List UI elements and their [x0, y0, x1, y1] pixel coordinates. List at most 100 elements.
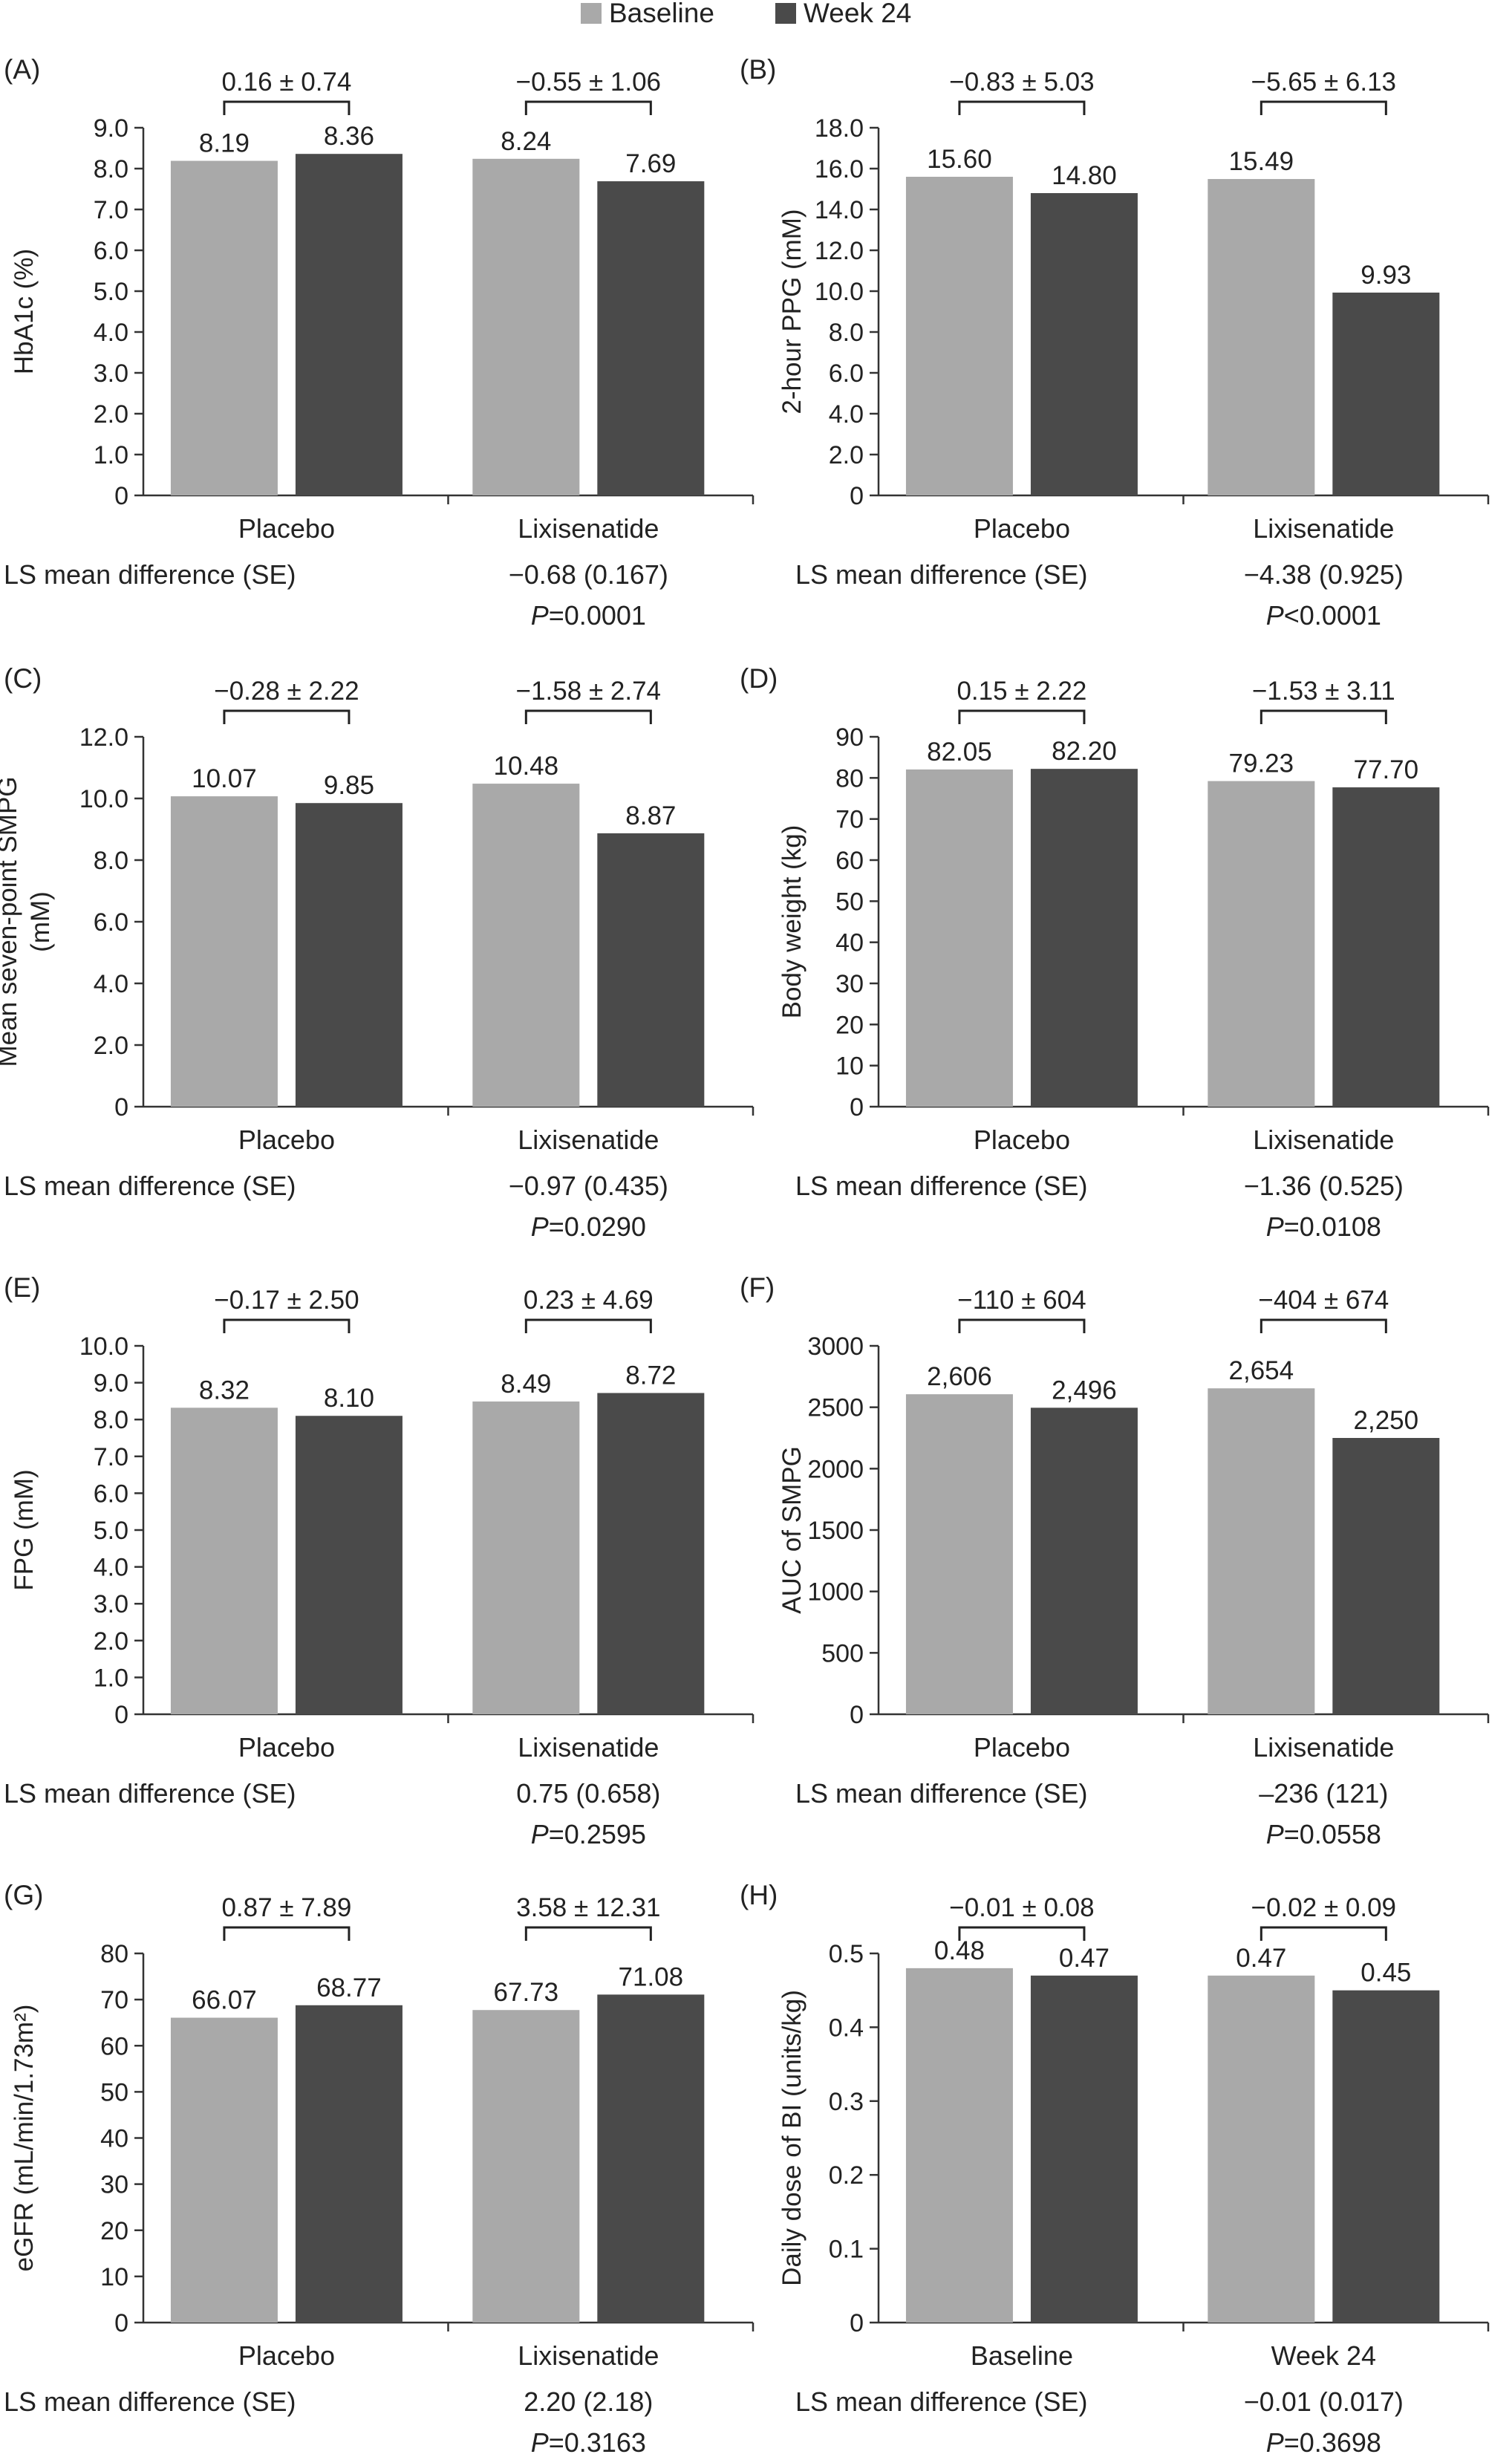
panel-b-y-tick-label: 8.0	[829, 319, 864, 347]
panel-h-bar-week24	[1332, 1990, 1440, 2323]
panel-e-y-label: FPG (mM)	[10, 1469, 39, 1590]
panel-f-y-tick-label: 0	[850, 1701, 864, 1729]
panel-a-y-tick-label: 7.0	[94, 196, 128, 224]
panel-d-change-bracket	[958, 709, 1086, 724]
panel-e-bar-value-label: 8.72	[625, 1361, 676, 1390]
panel-c-y-tick-label: 6.0	[94, 908, 128, 937]
panel-a-y-tick-label: 8.0	[94, 155, 128, 183]
panel-d-y-label: Body weight (kg)	[778, 825, 806, 1019]
panel-d-y-tick-label: 0	[850, 1093, 864, 1122]
panel-g-change-label: 3.58 ± 12.31	[516, 1893, 660, 1922]
panel-a-letter: (A)	[4, 54, 40, 85]
legend-swatch-week24	[775, 3, 796, 24]
panel-a-bar-value-label: 8.24	[501, 127, 551, 156]
panel-f-letter: (F)	[740, 1272, 775, 1303]
panel-b-bar-value-label: 9.93	[1361, 261, 1411, 290]
panel-f-ls-mean-value: –236 (121)	[1259, 1778, 1388, 1809]
panel-d-y-tick-label: 80	[835, 764, 864, 793]
panel-b-change-label: −0.83 ± 5.03	[949, 68, 1094, 97]
panel-f-category-label: Placebo	[974, 1732, 1070, 1763]
panel-b-y-tick-label: 16.0	[815, 155, 864, 183]
panel-g-y-label: eGFR (mL/min/1.73m²)	[10, 2005, 39, 2272]
panel-b-y-tick-label: 6.0	[829, 359, 864, 388]
panel-d-y-tick-label: 20	[835, 1011, 864, 1039]
panel-d-change-bracket	[1260, 709, 1387, 724]
panel-h-y-tick-label: 0.3	[829, 2088, 864, 2116]
panel-g-change-bracket	[223, 1926, 351, 1941]
panel-h-category-label: Week 24	[1271, 2340, 1376, 2371]
panel-b-bar-week24	[1030, 193, 1138, 495]
panel-d-letter: (D)	[740, 663, 778, 694]
panel-d-ls-mean-label: LS mean difference (SE)	[795, 1171, 1088, 1201]
panel-g-y-tick-label: 60	[100, 2032, 128, 2060]
panel-e-y-tick-label: 6.0	[94, 1480, 128, 1508]
panel-h-letter: (H)	[740, 1880, 778, 1910]
panel-e-y-tick-label: 10.0	[79, 1332, 128, 1361]
panel-e-bar-week24	[295, 1416, 403, 1714]
panel-c-bar-value-label: 10.48	[494, 752, 559, 781]
panel-c-y-tick-label: 12.0	[79, 723, 128, 752]
panel-e-change-label: 0.23 ± 4.69	[524, 1286, 654, 1315]
panel-g-y-tick-label: 0	[114, 2309, 128, 2337]
panel-h-bar-value-label: 0.48	[934, 1936, 985, 1965]
panel-f-ls-mean-label: LS mean difference (SE)	[795, 1778, 1088, 1809]
panel-f-y-tick-label: 1000	[807, 1578, 864, 1607]
panel-b-y-tick-label: 4.0	[829, 400, 864, 429]
panel-c-bar-week24	[597, 833, 705, 1107]
panel-d-y-tick-label: 50	[835, 888, 864, 916]
panel-a-y-tick-label: 0	[114, 482, 128, 510]
panel-b-letter: (B)	[740, 54, 776, 85]
panel-c-bar-value-label: 9.85	[324, 771, 374, 800]
panel-g-letter: (G)	[4, 1880, 43, 1910]
panel-d-y-tick-label: 60	[835, 847, 864, 875]
panel-c-letter: (C)	[4, 663, 42, 694]
panel-d-bar-week24	[1332, 787, 1440, 1107]
panel-c-y-tick-label: 2.0	[94, 1032, 128, 1060]
panel-e-ls-mean-value: 0.75 (0.658)	[516, 1778, 660, 1809]
panel-h-p-value: P=0.3698	[1266, 2427, 1381, 2457]
panel-d-bar-baseline	[1208, 781, 1315, 1107]
panel-e-y-tick-label: 0	[114, 1701, 128, 1729]
panel-b-bar-baseline	[905, 177, 1013, 495]
panel-h-bar-value-label: 0.47	[1059, 1944, 1109, 1973]
panel-a-change-label: −0.55 ± 1.06	[516, 68, 661, 97]
panel-b-p-value: P<0.0001	[1266, 600, 1381, 631]
panel-d-bar-value-label: 82.05	[927, 738, 992, 767]
panel-f-bar-value-label: 2,496	[1052, 1376, 1117, 1405]
panel-b-y-label: 2-hour PPG (mM)	[778, 209, 806, 414]
panel-e-bar-baseline	[472, 1401, 580, 1714]
panel-c-change-bracket	[524, 709, 652, 724]
panel-g-bar-value-label: 66.07	[192, 1986, 257, 2015]
panel-b-change-bracket	[1260, 100, 1387, 115]
panel-d-ls-mean-value: −1.36 (0.525)	[1244, 1171, 1404, 1201]
panel-e-y-tick-label: 5.0	[94, 1517, 128, 1545]
panel-c-y-tick-label: 0	[114, 1093, 128, 1122]
panel-c-change-bracket	[223, 709, 351, 724]
panel-e-y-tick-label: 3.0	[94, 1590, 128, 1618]
panel-g-y-tick-label: 20	[100, 2217, 128, 2245]
panel-h-bar-value-label: 0.45	[1361, 1959, 1411, 1988]
panel-a-p-value: P=0.0001	[531, 600, 646, 631]
panel-f-bar-week24	[1030, 1408, 1138, 1714]
panel-g-y-tick-label: 50	[100, 2078, 128, 2106]
panel-a-bar-value-label: 8.19	[199, 129, 250, 158]
panel-h-bar-value-label: 0.47	[1236, 1944, 1286, 1973]
panel-g-y-tick-label: 80	[100, 1940, 128, 1968]
panel-g-bar-week24	[597, 1994, 705, 2323]
panel-e-ls-mean-label: LS mean difference (SE)	[4, 1778, 296, 1809]
panel-g-y-tick-label: 70	[100, 1986, 128, 2014]
panel-a-category-label: Placebo	[238, 513, 335, 544]
panel-d-change-label: −1.53 ± 3.11	[1252, 677, 1395, 706]
panel-b-bar-value-label: 14.80	[1052, 161, 1117, 190]
panel-h-change-label: −0.01 ± 0.08	[949, 1893, 1094, 1922]
panel-h-bar-baseline	[1208, 1975, 1315, 2323]
legend-label-baseline: Baseline	[609, 0, 714, 28]
panel-f-category-label: Lixisenatide	[1253, 1732, 1394, 1763]
legend-label-week24: Week 24	[804, 0, 911, 28]
panel-c-bar-value-label: 8.87	[625, 801, 676, 830]
panel-e-bar-baseline	[170, 1408, 278, 1714]
panel-h-y-tick-label: 0	[850, 2309, 864, 2337]
panel-b-change-label: −5.65 ± 6.13	[1251, 68, 1396, 97]
panel-d-y-tick-label: 40	[835, 929, 864, 957]
